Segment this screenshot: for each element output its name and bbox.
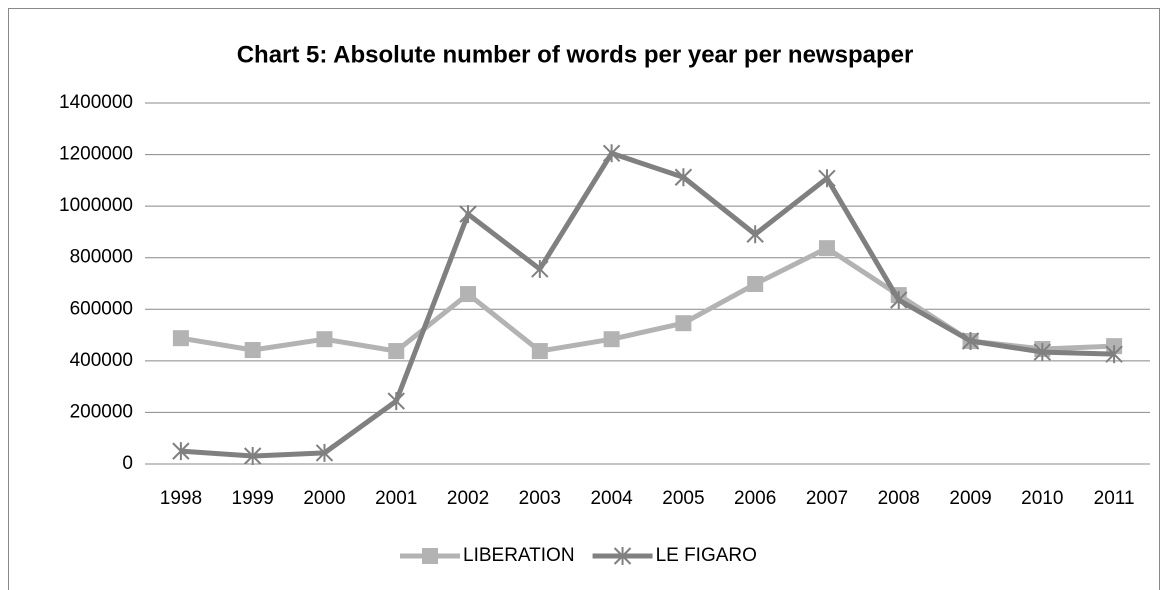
- marker: [675, 315, 692, 332]
- y-tick-label: 1200000: [59, 144, 133, 165]
- x-tick-label: 2008: [878, 488, 920, 509]
- marker: [531, 343, 548, 360]
- chart-title: Chart 5: Absolute number of words per ye…: [237, 41, 914, 68]
- x-tick-label: 2005: [662, 488, 704, 509]
- marker: [1033, 343, 1052, 362]
- x-tick-label: 2009: [949, 488, 991, 509]
- legend-label: LIBERATION: [463, 545, 575, 566]
- marker: [315, 443, 334, 462]
- marker: [531, 260, 549, 279]
- y-tick-label: 1000000: [59, 195, 133, 216]
- marker: [961, 332, 980, 351]
- marker: [818, 169, 836, 188]
- marker: [890, 291, 908, 310]
- marker: [172, 442, 190, 461]
- marker: [244, 342, 261, 359]
- y-tick-label: 0: [122, 453, 133, 474]
- legend-label: LE FIGARO: [656, 545, 757, 566]
- marker: [818, 240, 835, 257]
- marker: [1105, 345, 1123, 364]
- x-tick-label: 2002: [447, 488, 489, 509]
- marker: [747, 276, 764, 293]
- marker: [602, 144, 621, 163]
- marker: [459, 205, 477, 224]
- marker: [316, 331, 333, 348]
- series-line: [180, 150, 1115, 459]
- marker: [422, 548, 438, 564]
- y-tick-label: 400000: [70, 350, 133, 371]
- marker: [388, 343, 405, 360]
- y-tick-label: 800000: [70, 247, 133, 268]
- marker: [172, 330, 189, 347]
- x-tick-label: 2011: [1094, 488, 1135, 509]
- x-tick-label: 2001: [375, 488, 417, 509]
- x-tick-label: 2007: [806, 488, 848, 509]
- chart-frame: [8, 8, 1160, 590]
- x-tick-label: 2010: [1021, 488, 1063, 509]
- marker: [603, 331, 620, 348]
- marker: [613, 547, 632, 565]
- x-tick-label: 2000: [303, 488, 345, 509]
- y-tick-label: 600000: [70, 298, 133, 319]
- marker: [387, 392, 405, 411]
- y-tick-label: 1400000: [59, 92, 133, 113]
- x-tick-label: 2004: [590, 488, 633, 509]
- x-tick-label: 1999: [232, 488, 274, 509]
- x-tick-label: 1998: [160, 488, 202, 509]
- x-tick-label: 2003: [519, 488, 561, 509]
- marker: [243, 447, 262, 466]
- marker: [460, 286, 477, 303]
- x-tick-label: 2006: [734, 488, 776, 509]
- marker: [674, 168, 693, 187]
- y-tick-label: 200000: [70, 401, 133, 422]
- marker: [746, 225, 764, 244]
